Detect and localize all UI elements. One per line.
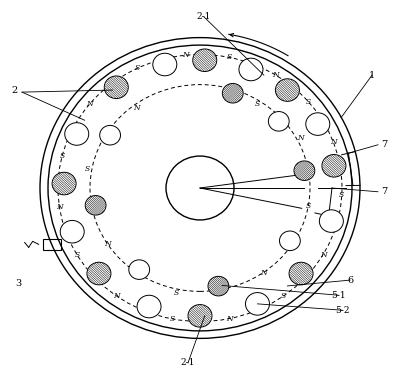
- Text: S: S: [170, 315, 176, 323]
- Text: S: S: [227, 53, 232, 61]
- Circle shape: [129, 260, 150, 279]
- Text: 1: 1: [369, 71, 375, 80]
- Text: N: N: [182, 51, 188, 59]
- Text: N: N: [133, 105, 140, 112]
- Circle shape: [239, 58, 263, 81]
- Circle shape: [87, 262, 111, 285]
- Circle shape: [268, 112, 289, 131]
- Circle shape: [137, 295, 161, 318]
- Text: S: S: [339, 191, 344, 199]
- Text: 2: 2: [11, 86, 17, 95]
- Text: 2-1: 2-1: [181, 358, 195, 367]
- Text: S: S: [174, 289, 179, 297]
- Circle shape: [193, 49, 217, 71]
- Text: N: N: [272, 71, 278, 79]
- Text: S: S: [135, 64, 140, 72]
- Text: S: S: [60, 152, 65, 160]
- Text: S: S: [281, 292, 286, 300]
- Circle shape: [65, 123, 89, 145]
- Circle shape: [294, 161, 315, 180]
- Text: N: N: [86, 100, 93, 108]
- Text: 2-1: 2-1: [197, 12, 211, 21]
- Text: 7: 7: [381, 140, 387, 149]
- Text: N: N: [297, 134, 304, 142]
- Circle shape: [208, 276, 229, 296]
- Circle shape: [280, 231, 300, 250]
- Text: N: N: [330, 138, 337, 146]
- Circle shape: [306, 113, 330, 135]
- Circle shape: [319, 210, 343, 232]
- Text: S: S: [306, 98, 312, 106]
- Text: 6: 6: [347, 276, 353, 285]
- Circle shape: [322, 155, 346, 177]
- Text: 3: 3: [15, 279, 21, 288]
- Circle shape: [52, 172, 76, 195]
- Circle shape: [276, 79, 300, 102]
- Bar: [43, 239, 61, 250]
- Circle shape: [289, 262, 313, 285]
- Circle shape: [60, 220, 84, 243]
- Text: N: N: [260, 269, 266, 277]
- Circle shape: [104, 76, 128, 99]
- Circle shape: [246, 293, 270, 315]
- Circle shape: [153, 53, 177, 76]
- Text: S: S: [306, 202, 311, 210]
- Text: 5-1: 5-1: [331, 291, 345, 300]
- Circle shape: [85, 196, 106, 215]
- Text: N: N: [56, 203, 63, 211]
- Text: N: N: [320, 251, 326, 259]
- Text: 5-2: 5-2: [335, 306, 349, 315]
- Text: N: N: [104, 240, 111, 248]
- Circle shape: [222, 83, 243, 103]
- Text: N: N: [113, 292, 120, 300]
- Text: S: S: [85, 165, 90, 173]
- Circle shape: [188, 305, 212, 327]
- Text: N: N: [226, 315, 233, 323]
- Text: S: S: [74, 251, 80, 259]
- Circle shape: [100, 126, 120, 145]
- Text: 7: 7: [381, 187, 387, 196]
- Text: S: S: [255, 100, 260, 108]
